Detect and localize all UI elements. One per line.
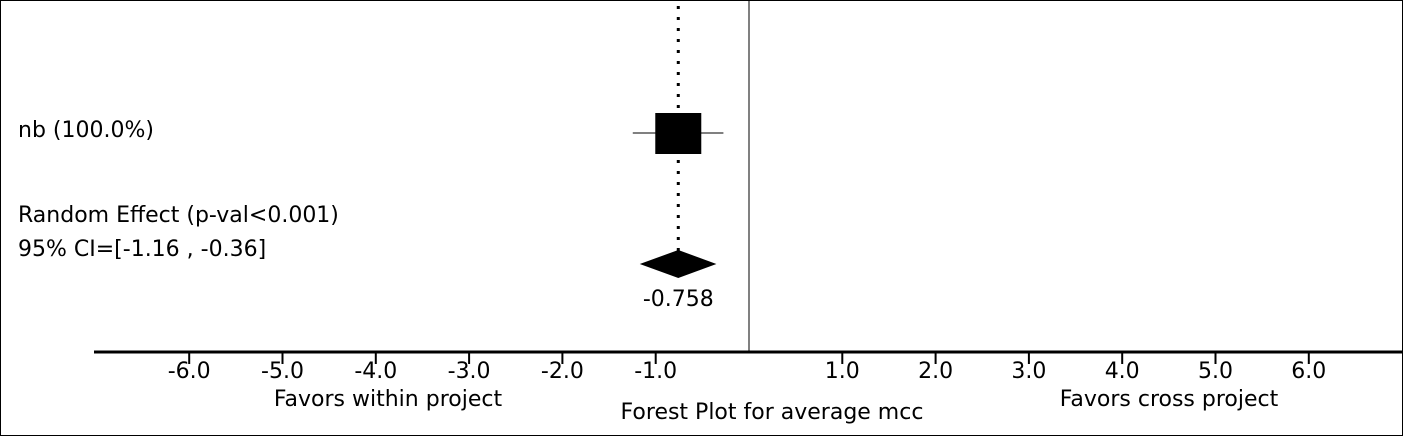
x-tick-label: 2.0 [918,359,953,384]
summary-diamond [639,250,717,278]
favors-left-label: Favors within project [274,387,503,412]
x-tick-label: 3.0 [1011,359,1046,384]
x-tick-label: -1.0 [634,359,677,384]
x-tick-label: 6.0 [1291,359,1326,384]
x-tick-label: -4.0 [354,359,397,384]
x-tick-label: -6.0 [168,359,211,384]
x-tick-label: -3.0 [448,359,491,384]
x-tick-label: -2.0 [541,359,584,384]
chart-title: Forest Plot for average mcc [621,400,924,425]
x-tick-label: 1.0 [825,359,860,384]
x-tick-label: 5.0 [1198,359,1233,384]
summary-label-line2: 95% CI=[-1.16 , -0.36] [18,237,266,262]
x-tick-label: 4.0 [1105,359,1140,384]
x-tick-label: -5.0 [261,359,304,384]
summary-label-line1: Random Effect (p-val<0.001) [18,203,339,228]
x-axis-ticks: -6.0 -5.0 -4.0 -3.0 -2.0 -1.0 1.0 2.0 3.0 4.0 5.0 6… [168,352,1326,384]
favors-right-label: Favors cross project [1060,387,1279,412]
summary-estimate-label: -0.758 [643,287,714,312]
study-weight-box [655,113,702,154]
study-label: nb (100.0%) [18,118,154,143]
